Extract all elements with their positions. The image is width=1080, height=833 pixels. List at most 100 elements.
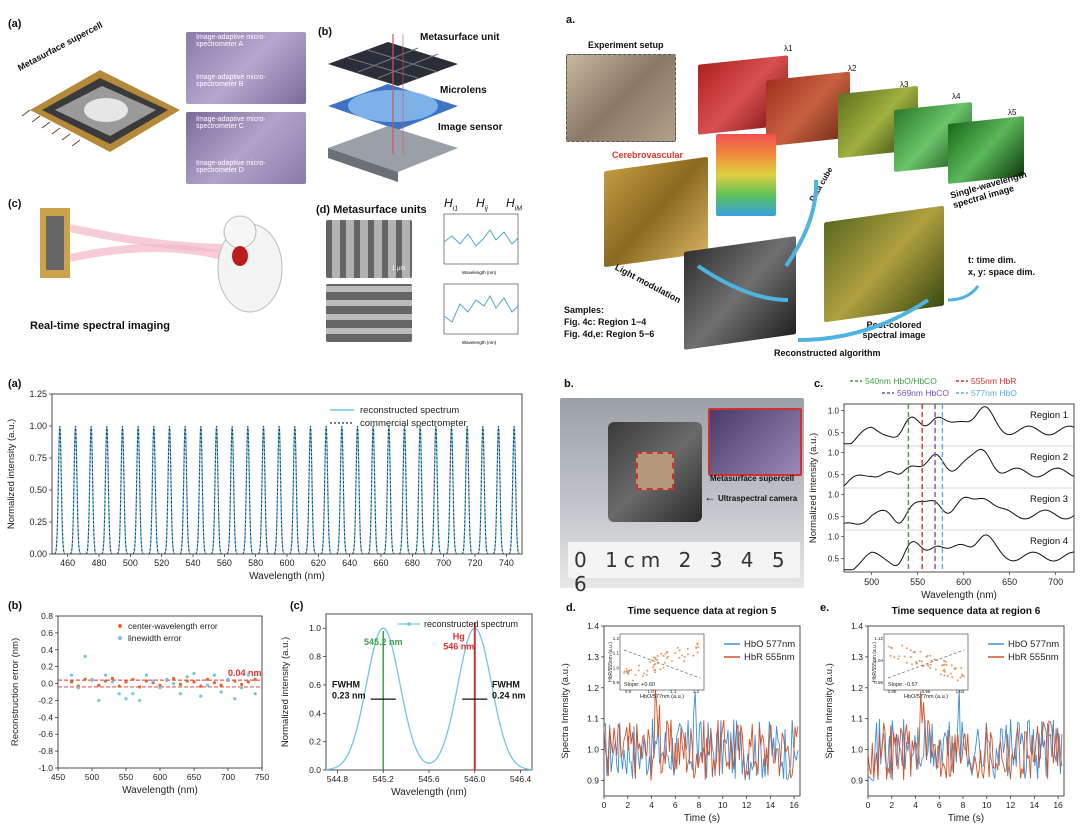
right-d-inset-point [696, 642, 699, 645]
right-e-xtick-label: 6 [937, 800, 942, 810]
right-e-inset-point [929, 663, 932, 666]
commercial-peak-line [461, 425, 473, 555]
left-b-ytick-label: -1.0 [38, 763, 53, 773]
left-a-xtick-label: 560 [217, 558, 232, 568]
right-d-frame [603, 625, 801, 797]
commercial-peak-line [477, 425, 489, 555]
samples-line-1: Fig. 4c: Region 1−4 [564, 317, 647, 327]
center-error-point [131, 677, 135, 681]
reconstructed-peak-line [210, 425, 223, 555]
center-error-point [219, 683, 223, 687]
commercial-peak-line [257, 425, 270, 555]
h-label-1: Hi1 [444, 196, 459, 213]
fwhm-label-1a: FWHM [332, 680, 360, 690]
chart-left-b: (b) 450 500 550 600 650 700 750 -1.0 -0.8 -0.6 -0.… [0, 598, 270, 818]
left-a-xtick-label: 500 [123, 558, 138, 568]
commercial-peak-line [210, 425, 223, 555]
region-spectrum-line [844, 406, 1075, 445]
reconstructed-peak-line [461, 425, 473, 555]
left-b-xtick-label: 600 [153, 772, 167, 782]
right-d-inset-point [686, 647, 689, 650]
right-e-xtick-label: 16 [1053, 800, 1063, 810]
reconstructed-peak-line [116, 425, 129, 555]
right-d-inset-point [660, 652, 663, 655]
right-e-inset-point [889, 654, 892, 657]
mini-plot-1-xlabel: Wavelength (nm) [462, 270, 497, 275]
fwhm-label-1b: 0.23 nm [332, 691, 366, 701]
reconstructed-peak-line [320, 425, 332, 555]
right-d-inset-point [641, 674, 644, 677]
right-d-xtick-label: 6 [673, 800, 678, 810]
linewidth-error-point [192, 671, 196, 676]
legend-label-reconstructed: reconstructed spectrum [360, 405, 459, 416]
commercial-peak-line [163, 425, 176, 555]
right-e-ytick-label: 1.0 [851, 745, 863, 755]
center-error-point [158, 683, 162, 687]
right-e-frame [867, 625, 1065, 797]
right-d-inset-point [654, 671, 657, 674]
chart-right-c-label: c. [814, 378, 824, 390]
left-a-xtick-label: 700 [436, 558, 451, 568]
right-d-inset-point [697, 646, 700, 649]
commercial-peak-line [289, 425, 301, 555]
fwhm-label-2a: FWHM [492, 680, 520, 690]
right-d-xtick-label: 12 [742, 800, 752, 810]
left-a-xlabel: Wavelength (nm) [249, 571, 325, 582]
right-c-xtick-label: 700 [1048, 577, 1063, 587]
transmission-mini-plot-1: Wavelength (nm) [443, 213, 519, 275]
linewidth-error-point [240, 686, 244, 690]
linewidth-error-point [178, 692, 182, 696]
commercial-peak-line [383, 425, 395, 555]
linewidth-error-point [117, 692, 121, 696]
reconstructed-peak-line [304, 425, 317, 555]
reconstructed-peak-line [226, 425, 238, 555]
commercial-peak-line [69, 425, 82, 555]
right-e-inset-point [926, 654, 929, 657]
legend-label-center: center-wavelength error [128, 621, 218, 631]
lambda-2: λ2 [848, 64, 857, 73]
marker-legend-label: 540nm HbO/HbCO [865, 376, 937, 386]
right-e-inset-point [939, 673, 942, 676]
left-b-ylabel: Reconstruction error (nm) [10, 638, 21, 746]
metasurface-supercell-label: Metasurface supercell [710, 474, 795, 483]
right-e-inset-point [934, 668, 937, 671]
right-e-inset-point [898, 655, 901, 658]
spectrometer-inset-bottom [186, 112, 306, 184]
left-a-ytick-label: 0.25 [29, 517, 47, 527]
right-e-inset-frame [883, 633, 969, 691]
layer-label-image-sensor: Image sensor [438, 122, 503, 133]
spectrometer-d-label: Image-adaptive micro-spectrometer D [196, 160, 266, 174]
left-b-ytick-label: -0.6 [38, 729, 53, 739]
chart-right-d: d. Time sequence data at region 5 0 2 4 6 8 10… [548, 600, 810, 830]
left-a-ytick-label: 0.50 [29, 485, 47, 495]
center-error-point [212, 681, 216, 685]
scale-bar-label: 1 µm [392, 266, 406, 272]
right-d-inset-slope: Slope: +0.60 [624, 682, 655, 688]
center-error-point [240, 682, 244, 686]
marker-legend-label: 555nm HbR [971, 376, 1016, 386]
dims-block: t: time dim. x, y: space dim. [968, 254, 1035, 278]
right-d-legend-label: HbR 555nm [744, 652, 795, 663]
marker-legend-label: 569nm HbCO [897, 388, 949, 398]
right-d-inset-point [652, 664, 655, 667]
center-error-point [233, 679, 237, 683]
right-e-inset-point [926, 663, 929, 666]
right-e-inset-point [943, 674, 946, 677]
right-e-ytick-label: 1.4 [851, 621, 863, 631]
panel-label-b: (b) [318, 26, 333, 38]
right-e-inset-point [915, 662, 918, 665]
right-e-xtick-label: 10 [982, 800, 992, 810]
legend-swatch-center [118, 624, 122, 628]
center-error-point [104, 679, 108, 683]
right-d-inset-point [649, 660, 652, 663]
left-a-xtick-label: 540 [185, 558, 200, 568]
right-d-inset-point [654, 656, 657, 659]
right-d-inset-ytick-label: 1.2 [613, 636, 620, 641]
left-c-ylabel: Normalized intensity (a.u.) [280, 637, 291, 747]
right-d-inset-ytick-label: 0.9 [613, 680, 620, 685]
right-e-inset-ytick-label: 0.96 [874, 680, 883, 685]
left-c-xtick-label: 545.2 [373, 774, 395, 784]
reconstructed-peak-line [398, 425, 411, 555]
left-b-xtick-label: 700 [221, 772, 235, 782]
left-c-xtick-label: 545.6 [418, 774, 440, 784]
